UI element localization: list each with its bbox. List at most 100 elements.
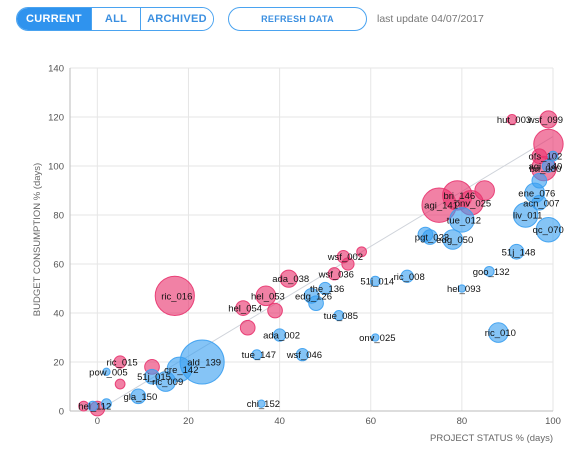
bubble-label: ric_008: [394, 272, 425, 283]
bubble: [318, 281, 332, 296]
y-tick-label: 140: [48, 64, 64, 75]
bubble-label: gla_150: [123, 392, 157, 403]
bubble: [483, 265, 495, 277]
bubble: [457, 284, 467, 293]
toolbar: CURRENT ALL ARCHIVED REFRESH DATA last u…: [16, 7, 484, 31]
bubble: [422, 229, 438, 245]
bubble-label: ada_002: [263, 331, 300, 342]
bubble: [369, 275, 381, 287]
bubble: [371, 333, 380, 342]
bubble-label: hel_054: [228, 304, 262, 315]
bubble: [239, 319, 256, 336]
bubble-label: wsf_099: [527, 115, 563, 126]
bubble: [531, 148, 548, 165]
bubble-label: acn_007: [523, 198, 559, 209]
bubble: [512, 202, 539, 228]
bubble: [474, 180, 495, 201]
bubble-label: wsf_036: [318, 269, 354, 280]
y-tick-label: 100: [48, 162, 64, 173]
bubble: [333, 310, 345, 321]
x-tick-label: 60: [365, 416, 376, 427]
y-axis-title: BUDGET CONSUMPTION % (days): [32, 163, 43, 316]
bubble-label: agi_140: [528, 162, 562, 173]
bubble: [102, 367, 111, 376]
bubble-label: edg_050: [436, 235, 473, 246]
bubble: [508, 243, 525, 260]
bubble: [114, 378, 126, 390]
tab-archived[interactable]: ARCHIVED: [141, 8, 213, 30]
x-tick-label: 80: [457, 416, 468, 427]
bubble-label: tue_012: [447, 215, 481, 226]
y-tick-label: 120: [48, 113, 64, 124]
bubble-label: 51j_014: [360, 277, 394, 288]
bubble: [154, 275, 195, 316]
bubble: [295, 348, 310, 362]
bubble-label: goo_132: [473, 267, 510, 278]
bubble-label: hel_093: [447, 284, 481, 295]
bubble: [506, 114, 518, 125]
bubble: [144, 368, 160, 385]
tab-current[interactable]: CURRENT: [17, 8, 92, 30]
tab-all[interactable]: ALL: [92, 8, 141, 30]
y-tick-label: 20: [53, 358, 64, 369]
bubble-label: cre_142: [164, 365, 198, 376]
view-filter-tabs: CURRENT ALL ARCHIVED: [16, 7, 214, 31]
bubble-label: the_136: [310, 284, 344, 295]
bubble: [251, 349, 263, 361]
x-axis-title: PROJECT STATUS % (days): [430, 433, 553, 444]
bubble-label: ald_139: [187, 358, 221, 369]
y-tick-label: 0: [59, 407, 64, 418]
bubble: [257, 399, 266, 408]
bubble: [101, 398, 112, 410]
bubble-label: ada_038: [272, 274, 309, 285]
bubble: [113, 355, 127, 369]
bubble: [531, 194, 548, 211]
bubble: [303, 288, 320, 304]
bubble: [535, 216, 562, 243]
bubble-label: ric_009: [152, 377, 183, 388]
bubble: [235, 300, 252, 316]
bubble-label: hel_112: [78, 402, 111, 413]
bubble: [442, 229, 464, 250]
x-tick-label: 0: [95, 416, 100, 427]
bubble-label: 51j_015: [137, 372, 171, 383]
bubble-label: chi_152: [247, 399, 280, 410]
x-tick-label: 100: [545, 416, 561, 427]
bubble-label: wsf_002: [327, 252, 363, 263]
bubble-label: ene_076: [518, 188, 555, 199]
bubble-label: bri_146: [443, 191, 475, 202]
bubble-label: pow_005: [89, 367, 128, 378]
bubble: [400, 269, 414, 283]
bubble-label: onv_025: [455, 198, 491, 209]
bubble: [255, 285, 277, 307]
bubble: [130, 388, 147, 405]
x-tick-label: 20: [183, 416, 194, 427]
bubble: [531, 172, 548, 189]
y-tick-label: 80: [53, 211, 64, 222]
bubble-label: wsf_046: [286, 350, 322, 361]
bubble-label: tue_147: [242, 350, 276, 361]
last-update-text: last update 04/07/2017: [377, 13, 484, 25]
refresh-data-button[interactable]: REFRESH DATA: [228, 7, 367, 31]
y-tick-label: 60: [53, 260, 64, 271]
bubble: [539, 110, 558, 129]
bubble: [267, 302, 283, 319]
bubble-label: ric_016: [161, 291, 192, 302]
bubble: [547, 150, 559, 162]
bubble-label: hel_053: [251, 291, 285, 302]
bubble-label: agi_141: [424, 201, 458, 212]
bubble-label: edg_126: [295, 291, 332, 302]
bubble-label: pgt_023: [415, 233, 449, 244]
bubble: [87, 400, 99, 412]
bubble-label: qc_070: [533, 225, 564, 236]
bubble-label: ofs_102: [528, 152, 562, 163]
bubble-label: hut_003: [497, 115, 531, 126]
bubble: [327, 267, 341, 281]
bubble: [449, 207, 475, 233]
bubble: [356, 246, 368, 258]
bubble-label: ric_015: [107, 358, 138, 369]
bubble-label: onv_025: [359, 333, 395, 344]
x-tick-label: 40: [274, 416, 285, 427]
bubble-label: bri_080: [530, 164, 562, 175]
